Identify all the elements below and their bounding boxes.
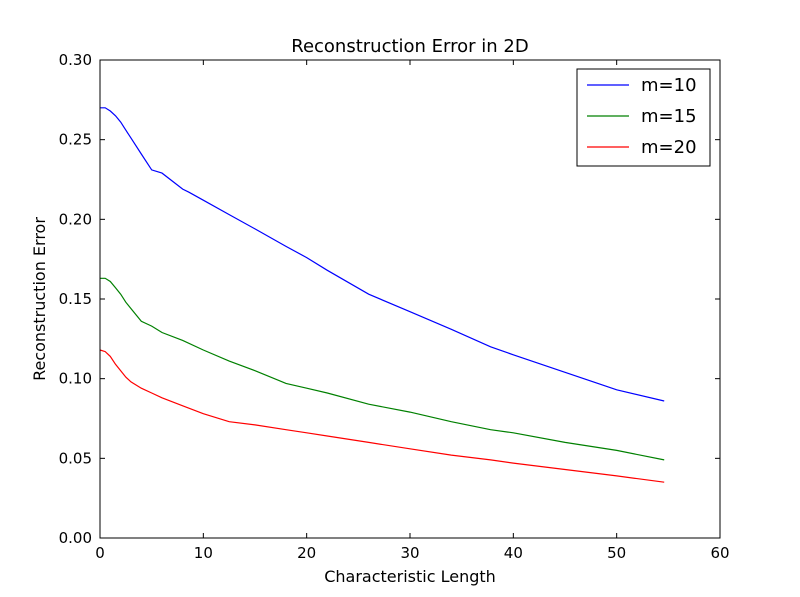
x-axis-label: Characteristic Length: [324, 567, 496, 586]
x-tick-label: 60: [710, 544, 729, 562]
x-tick-label: 10: [194, 544, 213, 562]
y-tick-label: 0.00: [59, 529, 92, 547]
x-tick-label: 40: [504, 544, 523, 562]
series-line-m=20: [99, 349, 665, 483]
y-tick-label: 0.30: [59, 51, 92, 69]
y-axis-label: Reconstruction Error: [30, 217, 49, 381]
x-tick-label: 20: [297, 544, 316, 562]
legend-label: m=20: [641, 137, 697, 158]
series-line-m=10: [100, 107, 665, 402]
axes-frame: [99, 59, 721, 539]
y-tick-label: 0.10: [59, 370, 92, 388]
x-tick-label: 0: [95, 544, 105, 562]
chart-title: Reconstruction Error in 2D: [291, 36, 528, 57]
legend-label: m=10: [641, 75, 697, 96]
x-tick-label: 30: [400, 544, 419, 562]
y-tick-label: 0.05: [59, 449, 92, 467]
y-tick-label: 0.15: [59, 290, 92, 308]
x-tick-label: 50: [607, 544, 626, 562]
y-tick-label: 0.20: [59, 210, 92, 228]
y-tick-label: 0.25: [59, 131, 92, 149]
series-line-m=15: [100, 277, 665, 461]
legend-label: m=15: [641, 106, 697, 127]
plot-area: 0 10 20 30 40 50 60 0.00 0.05 0.10 0.15 0.20 0.25 0.3…: [59, 51, 730, 562]
